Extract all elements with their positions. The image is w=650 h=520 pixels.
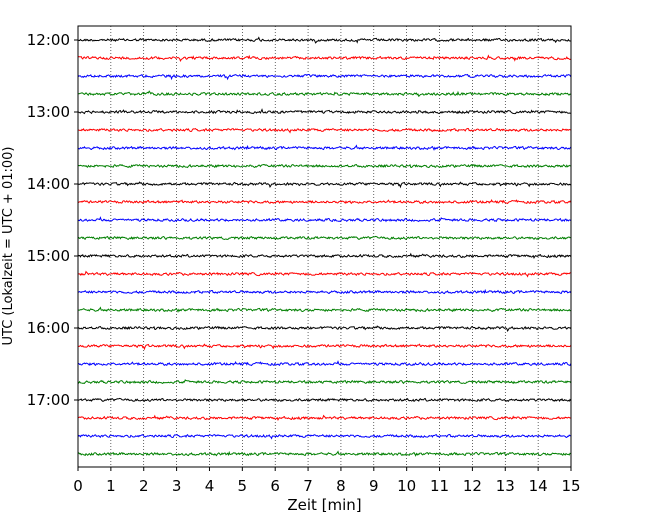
x-tick-label: 7: [303, 477, 313, 495]
trace-row-9: [77, 181, 572, 189]
trace-row-21: [77, 397, 572, 403]
trace-row-24: [77, 450, 572, 457]
y-tick-label: 12:00: [27, 31, 70, 49]
y-axis-label: UTC (Lokalzeit = UTC + 01:00): [1, 147, 16, 346]
trace-row-15: [77, 288, 572, 295]
x-tick-label: 13: [496, 477, 515, 495]
y-tick-label: 17:00: [27, 391, 70, 409]
x-tick-label: 11: [430, 477, 449, 495]
x-tick-label: 8: [336, 477, 346, 495]
trace-row-2: [77, 54, 571, 62]
y-axis-ticks: 12:00 13:00 14:00 15:00 16:00 17:00: [27, 31, 78, 409]
x-tick-label: 4: [205, 477, 215, 495]
trace-row-12: [77, 235, 571, 241]
x-tick-label: 9: [369, 477, 379, 495]
trace-row-13: [77, 252, 572, 260]
trace-row-23: [77, 433, 571, 440]
x-tick-label: 1: [106, 477, 116, 495]
x-tick-label: 2: [139, 477, 149, 495]
plot-frame: [77, 25, 572, 468]
trace-row-4: [77, 90, 571, 98]
x-tick-label: 6: [270, 477, 280, 495]
trace-row-11: [77, 216, 572, 223]
trace-row-6: [77, 127, 571, 134]
trace-row-16: [77, 306, 571, 313]
trace-row-22: [77, 414, 571, 422]
trace-row-17: [77, 325, 572, 333]
trace-row-7: [77, 144, 572, 151]
x-tick-label: 10: [397, 477, 416, 495]
trace-row-10: [77, 198, 572, 205]
trace-row-18: [77, 343, 572, 351]
seismic-traces: [77, 36, 572, 457]
trace-row-5: [77, 108, 571, 115]
trace-row-14: [77, 270, 571, 278]
trace-row-1: [77, 36, 571, 44]
x-tick-label: 14: [529, 477, 548, 495]
x-tick-label: 12: [463, 477, 482, 495]
x-tick-label: 5: [238, 477, 248, 495]
trace-row-20: [77, 379, 572, 385]
y-tick-label: 15:00: [27, 247, 70, 265]
trace-row-8: [77, 163, 571, 169]
trace-row-19: [77, 360, 572, 367]
x-axis-label: Zeit [min]: [287, 496, 361, 514]
x-axis-ticks: 0 1 2 3 4 5 6 7 8 9 10 11 12 13 14 15: [73, 467, 581, 495]
y-tick-label: 13:00: [27, 103, 70, 121]
x-tick-label: 15: [561, 477, 580, 495]
y-tick-label: 16:00: [27, 319, 70, 337]
x-tick-label: 3: [172, 477, 182, 495]
y-tick-label: 14:00: [27, 175, 70, 193]
trace-row-3: [77, 73, 572, 81]
x-tick-label: 0: [73, 477, 83, 495]
